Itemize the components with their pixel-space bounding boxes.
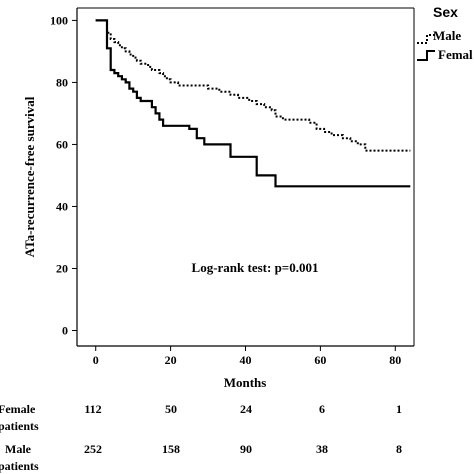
risk-row-female: Female patients 112 50 24 6 1 <box>0 402 402 433</box>
risk-value: 252 <box>84 442 102 456</box>
risk-value: 112 <box>84 402 101 416</box>
legend-femal-swatch <box>417 50 435 61</box>
risk-value: 6 <box>319 402 325 416</box>
risk-row-female-label-1: Female <box>0 402 36 416</box>
risk-row-female-label-2: patients <box>0 419 39 433</box>
risk-value: 1 <box>396 402 402 416</box>
x-tick-label: 80 <box>389 353 401 367</box>
legend-entry-femal: Femal <box>417 47 473 62</box>
risk-value: 90 <box>240 442 252 456</box>
legend-femal-label: Femal <box>438 47 473 62</box>
x-tick-label: 0 <box>93 353 99 367</box>
risk-table: Female patients 112 50 24 6 1 Male patie… <box>0 402 402 473</box>
x-tick-label: 20 <box>165 353 177 367</box>
legend-male-swatch <box>417 34 435 44</box>
risk-value: 24 <box>240 402 252 416</box>
risk-row-male-label-1: Male <box>5 442 32 456</box>
risk-value: 8 <box>396 442 402 456</box>
y-tick-label: 100 <box>50 13 68 27</box>
risk-value: 50 <box>165 402 177 416</box>
series-lines <box>95 19 411 188</box>
y-tick-label: 60 <box>56 137 68 151</box>
plot-area <box>76 7 415 347</box>
risk-value: 158 <box>162 442 180 456</box>
axis-ticks: 0 20 40 60 80 0 20 40 60 80 100 <box>50 13 401 367</box>
risk-row-male-label-2: patients <box>0 459 39 473</box>
series-line-femal <box>95 19 411 188</box>
y-tick-label: 80 <box>56 75 68 89</box>
x-axis-label: Months <box>224 375 267 390</box>
legend-title: Sex <box>433 4 458 20</box>
legend-entry-male: Male <box>417 28 461 44</box>
risk-row-male: Male patients 252 158 90 38 8 <box>0 442 402 473</box>
legend-male-label: Male <box>433 28 461 43</box>
risk-value: 38 <box>316 442 328 456</box>
legend: Sex Male Femal <box>417 4 473 62</box>
y-tick-label: 40 <box>56 199 68 213</box>
logrank-annotation: Log-rank test: p=0.001 <box>192 260 319 275</box>
x-tick-label: 40 <box>240 353 252 367</box>
series-line-male <box>95 19 411 152</box>
y-tick-label: 0 <box>62 323 68 337</box>
y-axis-label: ATa-recurrence-free survival <box>22 96 37 257</box>
y-tick-label: 20 <box>56 261 68 275</box>
x-tick-label: 60 <box>314 353 326 367</box>
